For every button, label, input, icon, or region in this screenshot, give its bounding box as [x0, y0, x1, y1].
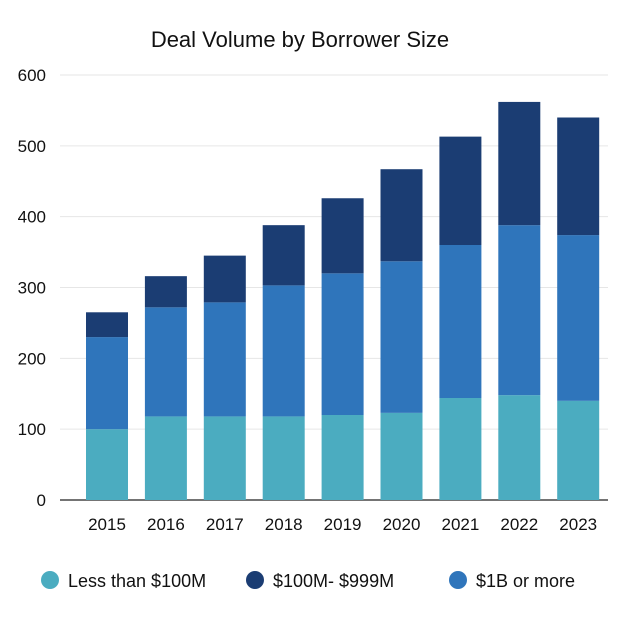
legend-label: Less than $100M: [68, 571, 206, 591]
legend-marker: [246, 571, 264, 589]
y-tick-label: 500: [18, 137, 46, 156]
bar-segment: [321, 198, 364, 274]
bar-segment: [321, 273, 364, 415]
bar-segment: [86, 337, 128, 430]
bar-segment: [86, 312, 128, 338]
bar-segment: [144, 307, 187, 417]
bar-segment: [380, 169, 423, 262]
y-tick-label: 300: [18, 279, 46, 298]
legend-label: $100M- $999M: [273, 571, 394, 591]
y-tick-label: 100: [18, 420, 46, 439]
y-tick-label: 0: [37, 491, 46, 510]
legend-marker: [449, 571, 467, 589]
x-tick-label: 2023: [559, 515, 597, 534]
x-tick-label: 2018: [265, 515, 303, 534]
bar-segment: [498, 395, 541, 500]
legend-label: $1B or more: [476, 571, 575, 591]
bar-segment: [203, 416, 246, 500]
bar-segment: [203, 302, 246, 417]
bar-segment: [439, 398, 482, 500]
bar-segment: [380, 261, 423, 413]
bar-segment: [262, 225, 305, 286]
bar-segment: [380, 412, 423, 500]
bar-segment: [262, 416, 305, 500]
x-tick-label: 2019: [324, 515, 362, 534]
x-tick-label: 2015: [88, 515, 126, 534]
x-tick-label: 2022: [500, 515, 538, 534]
bar-segment: [498, 225, 541, 396]
bar-segment: [439, 245, 482, 398]
bar-segment: [321, 415, 364, 500]
x-tick-label: 2017: [206, 515, 244, 534]
x-tick-label: 2016: [147, 515, 185, 534]
x-tick-label: 2021: [441, 515, 479, 534]
bar-segment: [498, 101, 541, 226]
chart-title: Deal Volume by Borrower Size: [151, 27, 449, 52]
bar-segment: [203, 255, 246, 303]
bar-segment: [262, 285, 305, 417]
legend-marker: [41, 571, 59, 589]
bar-segment: [557, 400, 600, 500]
bar-segment: [86, 429, 128, 500]
x-tick-label: 2020: [383, 515, 421, 534]
bar-segment: [557, 235, 600, 401]
bar-segment: [439, 136, 482, 245]
bar-segment: [144, 416, 187, 500]
y-tick-label: 400: [18, 208, 46, 227]
bar-segment: [557, 117, 600, 236]
y-tick-label: 200: [18, 349, 46, 368]
bar-segment: [144, 276, 187, 308]
y-tick-label: 600: [18, 66, 46, 85]
